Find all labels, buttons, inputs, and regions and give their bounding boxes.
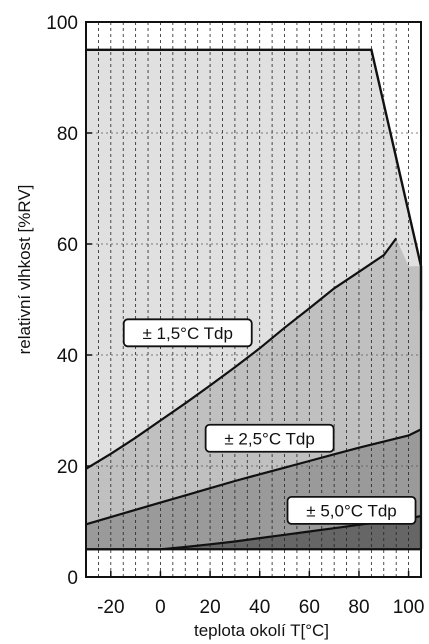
y-tick-label: 60 <box>57 235 78 256</box>
y-tick-label: 40 <box>57 346 78 367</box>
x-tick-label: 60 <box>299 597 320 618</box>
x-axis-title: teplota okolí T[°C] <box>194 621 329 640</box>
region-label-box <box>122 318 253 348</box>
tick-labels: -20 0 20 40 60 80 100 0 20 40 60 80 100 <box>46 13 424 618</box>
region-label-text: ± 2,5°C Tdp <box>224 429 314 448</box>
region-labels: ± 1,5°C Tdp ± 2,5°C Tdp ± 5,0°C Tdp <box>122 318 417 525</box>
boundary-curve-5-0 <box>85 428 422 526</box>
y-tick-label: 0 <box>67 568 78 589</box>
y-tick-label: 100 <box>46 13 78 34</box>
accuracy-regions <box>86 49 421 577</box>
region-label: ± 2,5°C Tdp <box>204 423 335 453</box>
x-tick-label: 40 <box>249 597 270 618</box>
plot-frame <box>85 21 422 578</box>
y-tick-label: 80 <box>57 124 78 145</box>
region-label-text: ± 5,0°C Tdp <box>306 501 396 520</box>
region-label-text: ± 1,5°C Tdp <box>142 324 232 343</box>
region-label-box <box>286 495 417 525</box>
below-range-area <box>86 549 421 577</box>
y-tick-label: 20 <box>57 457 78 478</box>
x-tick-label: 100 <box>393 597 425 618</box>
x-tick-label: 20 <box>200 597 221 618</box>
y-axis-title: relativní vlhkost [%RV] <box>15 185 34 355</box>
x-tick-label: 80 <box>348 597 369 618</box>
region-dark-fill <box>86 516 421 550</box>
grid-lines <box>86 22 421 577</box>
x-tick-label: 0 <box>155 597 166 618</box>
region-label: ± 5,0°C Tdp <box>286 495 417 525</box>
axes-frame <box>85 21 422 578</box>
region-label-box <box>204 423 335 453</box>
boundary-curve-2-5 <box>85 237 398 470</box>
x-tick-label: -20 <box>97 597 124 618</box>
region-label: ± 1,5°C Tdp <box>122 318 253 348</box>
